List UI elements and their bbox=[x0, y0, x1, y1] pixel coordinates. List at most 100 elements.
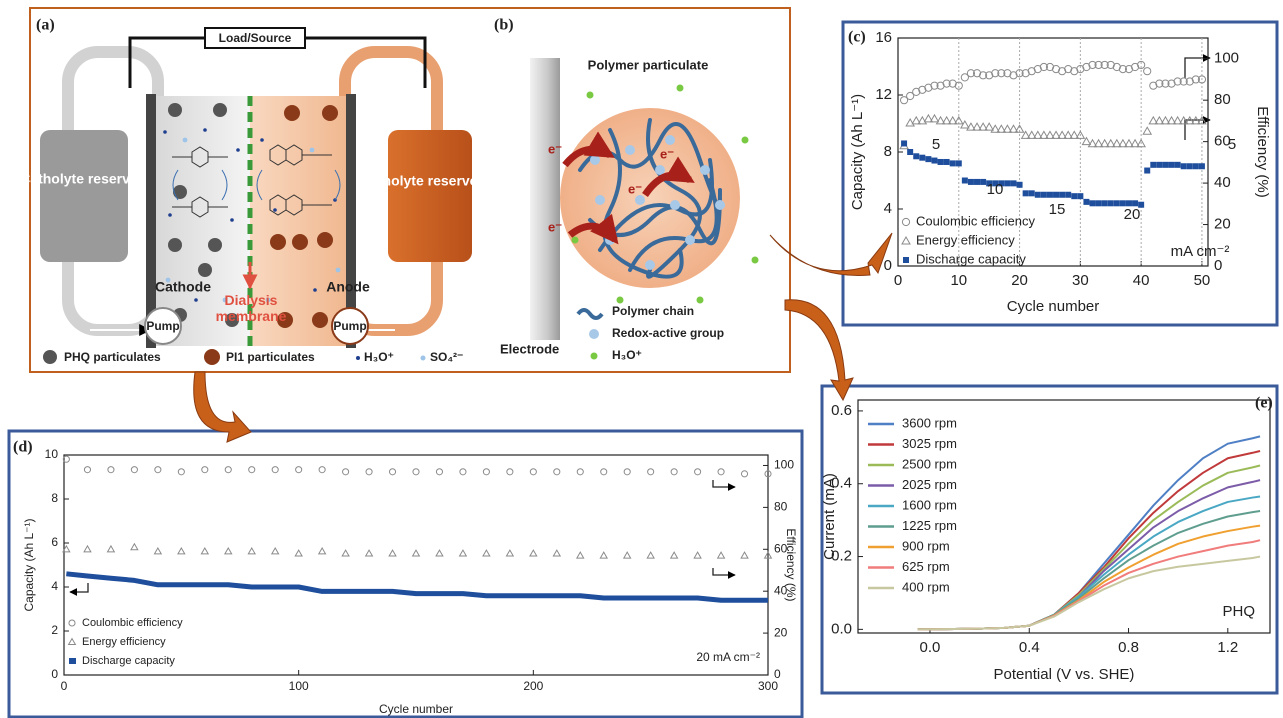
point bbox=[225, 467, 231, 473]
point bbox=[741, 471, 747, 477]
legend-label: Energy efficiency bbox=[82, 636, 166, 648]
y2-tick-label: 100 bbox=[774, 458, 794, 472]
legend-marker bbox=[421, 356, 426, 361]
legend-label: 2500 rpm bbox=[902, 456, 957, 471]
y-tick-label: 16 bbox=[875, 29, 892, 46]
annotation: 5 bbox=[1228, 136, 1236, 153]
point bbox=[1199, 163, 1205, 169]
legend-label: 2025 rpm bbox=[902, 477, 957, 492]
point bbox=[225, 548, 232, 554]
x-tick-label: 40 bbox=[1133, 272, 1150, 289]
x-tick-label: 20 bbox=[1011, 272, 1028, 289]
panel-label: (b) bbox=[494, 17, 514, 34]
point bbox=[530, 469, 536, 475]
catholyte-label: Catholyte reservoir bbox=[20, 171, 148, 187]
x-axis-label: Cycle number bbox=[1007, 298, 1100, 315]
point bbox=[695, 469, 701, 475]
point bbox=[962, 178, 968, 184]
x-tick-label: 50 bbox=[1194, 272, 1211, 289]
annotation: 10 bbox=[987, 181, 1004, 198]
x-axis-label: Cycle number bbox=[379, 702, 453, 716]
y2-tick-label: 0 bbox=[774, 667, 781, 681]
panel-label: (a) bbox=[36, 17, 55, 34]
legend-label: Discharge capacity bbox=[916, 251, 1026, 266]
legend-marker bbox=[69, 658, 76, 664]
point bbox=[907, 149, 913, 155]
legend-label: Energy efficiency bbox=[916, 232, 1015, 247]
legend-label: Redox-active group bbox=[612, 326, 724, 340]
point bbox=[577, 469, 583, 475]
x-axis-label: Potential (V vs. SHE) bbox=[994, 666, 1135, 683]
point bbox=[295, 550, 302, 556]
point bbox=[483, 469, 489, 475]
y2-tick-label: 80 bbox=[774, 500, 788, 514]
point bbox=[980, 179, 986, 185]
panel-label: (e) bbox=[1255, 395, 1273, 412]
x-tick-label: 0 bbox=[894, 272, 902, 289]
x-tick-label: 1.2 bbox=[1217, 639, 1238, 656]
point bbox=[944, 159, 950, 165]
annotation: PHQ bbox=[1222, 603, 1255, 620]
point bbox=[1077, 193, 1083, 199]
point bbox=[600, 552, 607, 558]
x-tick-label: 100 bbox=[289, 679, 309, 693]
legend-marker bbox=[356, 356, 360, 360]
panel-label: (c) bbox=[848, 29, 866, 46]
point bbox=[902, 237, 910, 244]
point bbox=[1029, 190, 1035, 196]
point bbox=[272, 467, 278, 473]
point bbox=[178, 548, 185, 554]
point bbox=[296, 467, 302, 473]
catholyte-reservoir bbox=[40, 130, 128, 262]
point bbox=[108, 467, 114, 473]
point bbox=[178, 469, 184, 475]
y-axis-label: Capacity (Ah L⁻¹) bbox=[849, 94, 866, 210]
x-tick-label: 30 bbox=[1072, 272, 1089, 289]
point bbox=[901, 140, 907, 146]
y-tick-label: 0.6 bbox=[831, 402, 852, 419]
point bbox=[131, 467, 137, 473]
point bbox=[483, 550, 490, 556]
point bbox=[1102, 200, 1108, 206]
point bbox=[1071, 193, 1077, 199]
point bbox=[741, 552, 748, 558]
point bbox=[342, 550, 349, 556]
legend-label: 1600 rpm bbox=[902, 497, 957, 512]
annotation: mA cm⁻² bbox=[1171, 243, 1230, 260]
point bbox=[694, 552, 701, 558]
point bbox=[1047, 192, 1053, 198]
y2-tick-label: 20 bbox=[1214, 216, 1231, 233]
legend-label: 900 rpm bbox=[902, 538, 950, 553]
point bbox=[553, 550, 560, 556]
legend-label: H₃O⁺ bbox=[612, 348, 642, 362]
y-axis-label: Current (mA) bbox=[821, 473, 838, 560]
point bbox=[624, 469, 630, 475]
point bbox=[319, 548, 326, 554]
chart: 01002003000246810020406080100Cycle numbe… bbox=[13, 439, 798, 717]
x-tick-label: 0.4 bbox=[1019, 639, 1040, 656]
point bbox=[671, 469, 677, 475]
legend-label: H₃O⁺ bbox=[364, 350, 394, 364]
point bbox=[1175, 162, 1181, 168]
annotation: 5 bbox=[932, 136, 940, 153]
y2-axis-label: Efficiency (%) bbox=[784, 528, 798, 601]
electron-label: e⁻ bbox=[548, 141, 562, 156]
point bbox=[1114, 200, 1120, 206]
y-tick-label: 4 bbox=[51, 579, 58, 593]
point bbox=[925, 156, 931, 162]
annotation: 20 mA cm⁻² bbox=[696, 650, 760, 664]
point bbox=[648, 469, 654, 475]
point bbox=[366, 469, 372, 475]
legend-label: Coulombic efficiency bbox=[82, 617, 183, 629]
point bbox=[950, 160, 956, 166]
y2-tick-label: 80 bbox=[1214, 91, 1231, 108]
cathode-label: Cathode bbox=[155, 279, 211, 295]
point bbox=[436, 469, 442, 475]
y-tick-label: 12 bbox=[875, 86, 892, 103]
legend-marker bbox=[204, 349, 220, 365]
electron-label: e⁻ bbox=[548, 219, 562, 234]
point bbox=[84, 546, 91, 552]
point bbox=[108, 546, 115, 552]
panel-label: (d) bbox=[13, 439, 33, 456]
plot-frame bbox=[64, 455, 768, 675]
